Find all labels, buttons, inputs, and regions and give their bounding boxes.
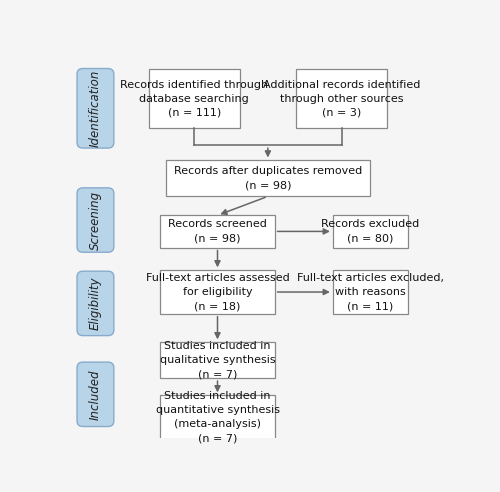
Bar <box>160 270 274 314</box>
Text: Included: Included <box>89 369 102 420</box>
Text: Screening: Screening <box>89 190 102 249</box>
Text: Full-text articles excluded,
with reasons
(n = 11): Full-text articles excluded, with reason… <box>297 273 444 311</box>
Bar <box>166 160 370 196</box>
FancyBboxPatch shape <box>77 271 114 336</box>
Text: Records after duplicates removed
(n = 98): Records after duplicates removed (n = 98… <box>174 166 362 190</box>
Text: Records identified through
database searching
(n = 111): Records identified through database sear… <box>120 80 268 118</box>
Bar <box>160 395 274 439</box>
Text: Full-text articles assessed
for eligibility
(n = 18): Full-text articles assessed for eligibil… <box>146 273 290 311</box>
Bar <box>148 69 240 128</box>
FancyBboxPatch shape <box>77 68 114 148</box>
Text: Identification: Identification <box>89 69 102 147</box>
Bar <box>160 342 274 378</box>
Text: Studies included in
qualitative synthesis
(n = 7): Studies included in qualitative synthesi… <box>160 341 276 379</box>
Text: Studies included in
quantitative synthesis
(meta-analysis)
(n = 7): Studies included in quantitative synthes… <box>156 391 280 443</box>
Text: Records excluded
(n = 80): Records excluded (n = 80) <box>322 219 420 244</box>
Text: Eligibility: Eligibility <box>89 277 102 330</box>
Bar <box>160 215 274 247</box>
FancyBboxPatch shape <box>77 188 114 252</box>
Bar <box>333 270 408 314</box>
Bar <box>296 69 387 128</box>
Text: Records screened
(n = 98): Records screened (n = 98) <box>168 219 267 244</box>
Bar <box>333 215 408 247</box>
Text: Additional records identified
through other sources
(n = 3): Additional records identified through ot… <box>263 80 420 118</box>
FancyBboxPatch shape <box>77 362 114 427</box>
